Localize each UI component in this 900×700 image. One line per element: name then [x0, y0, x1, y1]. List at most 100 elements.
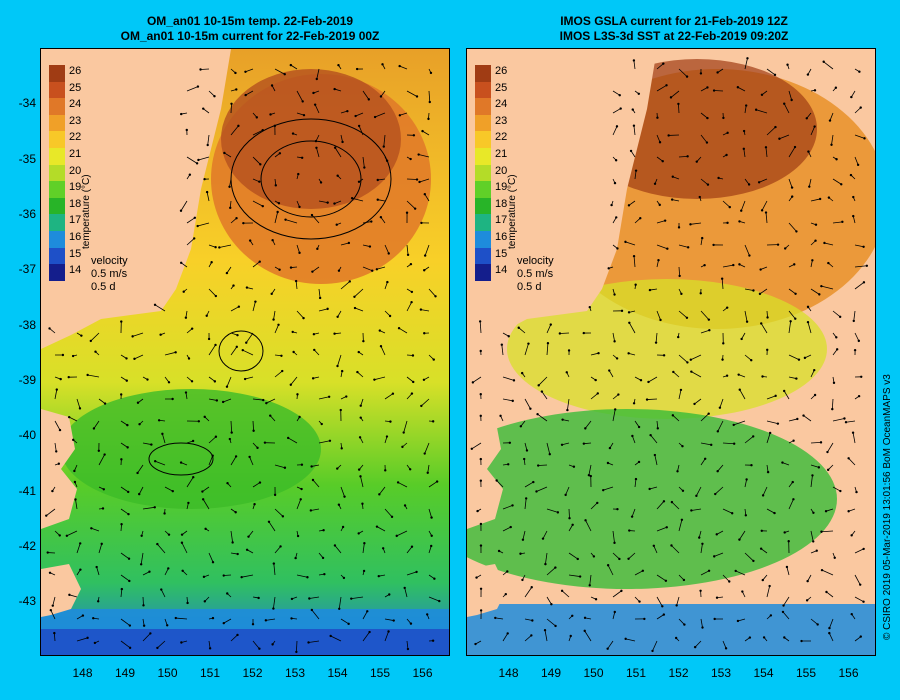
current-arrowhead — [479, 609, 483, 612]
current-arrowhead — [201, 498, 205, 501]
current-arrow — [360, 476, 364, 488]
current-arrowhead — [794, 292, 797, 295]
current-arrowhead — [197, 158, 200, 162]
current-arrowhead — [140, 534, 143, 538]
current-arrowhead — [671, 175, 674, 178]
current-arrow — [678, 389, 682, 400]
current-arrow — [334, 147, 342, 158]
current-arrowhead — [791, 480, 794, 484]
current-arrowhead — [805, 599, 809, 602]
current-arrowhead — [568, 517, 571, 520]
model-temperature-map[interactable]: 26 25 24 23 22 21 20 19 18 17 16 15 14 temperature (… — [40, 48, 450, 656]
current-arrow — [546, 343, 549, 356]
current-arrow — [502, 505, 513, 510]
current-arrow — [120, 508, 129, 515]
current-arrowhead — [734, 569, 737, 573]
current-arrow — [632, 435, 636, 444]
current-arrowhead — [716, 469, 719, 473]
current-arrow — [546, 596, 552, 605]
colorbar-swatch — [49, 65, 65, 82]
cold-water-band — [467, 604, 875, 655]
current-arrowhead — [576, 557, 579, 561]
longitude-tick-label: 149 — [114, 666, 136, 680]
current-arrowhead — [726, 221, 729, 225]
current-arrowhead — [278, 152, 282, 155]
current-arrowhead — [602, 488, 605, 492]
current-arrowhead — [835, 158, 838, 161]
current-arrowhead — [639, 379, 643, 382]
current-arrowhead — [311, 270, 314, 273]
colorbar-tick-label: 19 — [495, 181, 508, 194]
current-arrowhead — [497, 549, 501, 553]
current-arrowhead — [302, 113, 306, 117]
current-arrowhead — [850, 534, 853, 537]
current-arrow — [740, 200, 746, 211]
current-arrowhead — [507, 335, 510, 338]
current-arrowhead — [706, 183, 710, 186]
current-arrowhead — [475, 576, 478, 579]
current-arrowhead — [639, 217, 642, 220]
current-arrowhead — [403, 504, 407, 507]
latitude-tick-label: -37 — [18, 262, 36, 277]
current-arrowhead — [408, 468, 412, 471]
current-arrow — [524, 618, 533, 621]
current-arrowhead — [222, 574, 225, 577]
current-arrow — [565, 486, 570, 496]
current-arrowhead — [624, 637, 627, 641]
current-arrowhead — [55, 450, 58, 453]
current-arrowhead — [768, 431, 772, 435]
current-arrow — [759, 288, 768, 295]
current-arrowhead — [535, 490, 538, 493]
current-arrowhead — [825, 590, 828, 594]
current-arrow — [671, 545, 680, 554]
current-arrow — [766, 432, 771, 444]
current-arrowhead — [832, 381, 836, 385]
colorbar-swatch — [475, 164, 491, 182]
current-arrow — [330, 635, 342, 642]
current-arrowhead — [807, 150, 810, 153]
current-arrowhead — [289, 383, 293, 386]
current-arrowhead — [859, 583, 862, 586]
current-arrowhead — [522, 457, 526, 461]
current-arrow — [678, 244, 689, 248]
current-arrow — [656, 310, 661, 321]
current-arrow — [406, 90, 418, 97]
current-arrow — [634, 170, 637, 180]
current-arrowhead — [340, 369, 344, 373]
current-arrow — [137, 464, 144, 474]
current-arrowhead — [850, 612, 853, 616]
current-arrowhead — [658, 203, 661, 207]
current-arrowhead — [313, 103, 317, 106]
current-arrowhead — [358, 436, 362, 439]
current-arrow — [226, 376, 232, 387]
current-arrowhead — [423, 332, 426, 335]
current-arrow — [208, 552, 214, 563]
observed-sst-map[interactable]: 26 25 24 23 22 21 20 19 18 17 16 15 14 temperature (… — [466, 48, 876, 656]
current-arrowhead — [336, 315, 339, 318]
current-arrowhead — [432, 358, 435, 361]
left-title-line2: OM_an01 10-15m current for 22-Feb-2019 0… — [120, 29, 380, 43]
current-arrowhead — [205, 314, 208, 317]
current-arrowhead — [618, 557, 621, 561]
current-arrow — [625, 241, 636, 246]
current-arrowhead — [142, 624, 146, 627]
current-arrowhead — [558, 332, 562, 335]
current-arrow — [546, 508, 558, 513]
current-arrowhead — [689, 223, 692, 226]
current-arrowhead — [738, 263, 741, 266]
model-map-canvas — [41, 49, 449, 655]
current-arrow — [296, 244, 300, 253]
current-arrow — [700, 87, 708, 92]
colorbar-swatch — [475, 65, 491, 82]
current-arrowhead — [525, 449, 529, 452]
colorbar — [475, 65, 491, 281]
current-arrowhead — [257, 596, 260, 600]
current-arrow — [744, 479, 748, 488]
current-arrow — [268, 521, 276, 532]
current-arrowhead — [156, 542, 159, 546]
current-arrowhead — [102, 488, 105, 491]
current-arrow — [810, 464, 819, 468]
tasmania-coast — [41, 564, 81, 617]
current-arrowhead — [142, 604, 145, 607]
colorbar-tick-label: 26 — [495, 65, 508, 77]
